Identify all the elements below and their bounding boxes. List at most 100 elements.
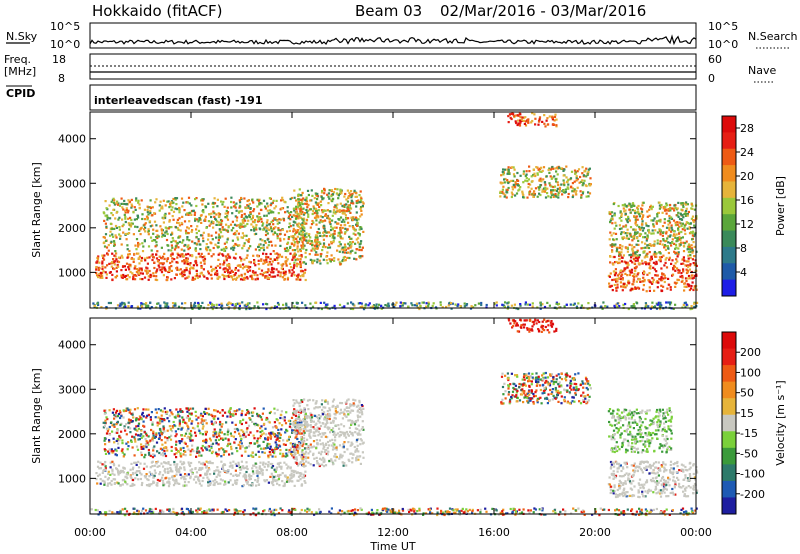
cell: [526, 180, 529, 183]
cell: [299, 208, 302, 211]
cell: [296, 479, 299, 482]
cell: [495, 301, 498, 304]
cell: [168, 206, 171, 209]
cell: [641, 241, 644, 244]
cell: [118, 471, 122, 475]
cell: [183, 481, 187, 484]
cell: [234, 479, 237, 482]
cell: [688, 245, 691, 248]
cell: [641, 229, 645, 232]
cell: [225, 223, 228, 226]
cell: [221, 479, 224, 482]
cell: [642, 227, 645, 230]
cell: [320, 307, 323, 311]
cell: [268, 197, 271, 200]
cell: [139, 277, 142, 281]
cell: [358, 246, 361, 249]
cell: [201, 415, 204, 418]
cell: [621, 270, 624, 273]
cell: [195, 272, 199, 276]
cell: [188, 417, 191, 420]
cell: [681, 236, 684, 239]
cell: [155, 229, 158, 232]
cell: [575, 179, 578, 182]
noise-panel: [89, 22, 697, 49]
cell: [217, 221, 221, 224]
cell: [262, 243, 265, 247]
cell: [201, 479, 204, 483]
cell: [146, 205, 149, 208]
cell: [580, 180, 583, 183]
cell: [692, 288, 695, 292]
cell: [346, 200, 349, 203]
cell: [137, 460, 140, 463]
cell: [272, 233, 275, 236]
cell: [286, 241, 290, 244]
cell: [616, 302, 619, 305]
cell: [161, 255, 165, 258]
cell: [637, 262, 641, 265]
cell: [124, 211, 127, 214]
cell: [548, 171, 551, 174]
cell: [299, 260, 302, 263]
cell: [183, 262, 186, 265]
cell: [168, 219, 171, 222]
cell: [522, 170, 525, 173]
cell: [512, 183, 515, 186]
cell: [106, 484, 109, 487]
cell: [565, 176, 568, 179]
cell: [290, 476, 293, 480]
cell: [138, 267, 141, 270]
cell: [659, 233, 662, 236]
cell: [140, 256, 143, 260]
cell: [302, 427, 305, 430]
cell: [272, 223, 275, 226]
cell: [622, 231, 625, 234]
cell: [139, 471, 142, 475]
cell: [629, 203, 632, 206]
cell: [510, 112, 513, 115]
cell: [110, 265, 113, 268]
cell: [137, 257, 140, 260]
cell: [220, 248, 223, 251]
cell: [173, 479, 176, 482]
cell: [157, 416, 160, 419]
cell: [522, 172, 525, 176]
cell: [685, 203, 688, 206]
cell: [662, 239, 665, 242]
cell: [633, 204, 636, 207]
cell: [147, 451, 151, 454]
cell: [237, 464, 241, 467]
cell: [502, 173, 505, 176]
cell: [618, 224, 621, 227]
cell: [289, 419, 292, 423]
cell: [229, 271, 232, 274]
cell: [642, 201, 645, 204]
cell: [215, 223, 218, 226]
cell: [534, 123, 537, 126]
cell: [630, 205, 633, 208]
cell: [303, 261, 306, 264]
cell: [571, 182, 574, 185]
cell: [367, 304, 370, 307]
cell: [111, 468, 114, 471]
cell: [154, 245, 157, 248]
cell: [527, 119, 530, 122]
cell: [274, 217, 277, 220]
cell: [300, 244, 303, 247]
cell: [216, 455, 219, 458]
cell: [506, 188, 509, 191]
cell: [582, 190, 585, 194]
cell: [332, 235, 335, 238]
cell: [172, 305, 175, 308]
cell: [520, 118, 523, 121]
cell: [313, 249, 316, 252]
cell: [620, 232, 623, 236]
cell: [577, 168, 581, 171]
cell: [652, 244, 656, 247]
cell: [127, 426, 130, 429]
cell: [511, 188, 514, 191]
cell: [632, 303, 635, 306]
cell: [183, 269, 186, 272]
freq-label-2: [MHz]: [4, 65, 36, 78]
